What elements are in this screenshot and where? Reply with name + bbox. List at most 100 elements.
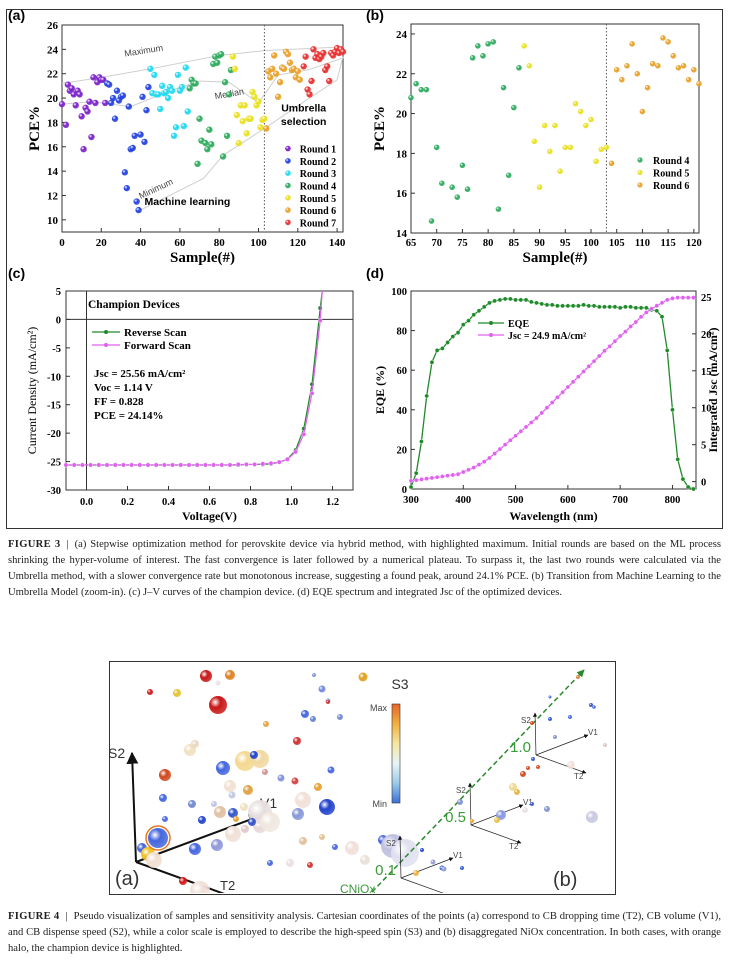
annotation-maximum: Maximum bbox=[124, 43, 164, 59]
data-point-c-1 bbox=[96, 462, 102, 468]
y-tick-label-a: 14 bbox=[47, 166, 59, 178]
data-point-a-round-1 bbox=[84, 108, 91, 115]
data-point-d-1 bbox=[487, 455, 492, 461]
data-point-d-1 bbox=[534, 415, 539, 421]
data-point-a-round-2 bbox=[141, 138, 148, 146]
data-point-b-round-6 bbox=[634, 70, 641, 77]
y-tick-label-a: 18 bbox=[47, 117, 59, 129]
data-point-d-0 bbox=[424, 393, 429, 399]
sample-sphere-a bbox=[345, 841, 359, 855]
figure-3-caption-label: FIGURE bbox=[8, 539, 52, 550]
sample-sphere-a bbox=[263, 721, 269, 727]
axis-s2-arrow bbox=[126, 751, 139, 863]
data-point-d-0 bbox=[617, 305, 623, 311]
y2-tick-label-d: 10 bbox=[701, 404, 712, 415]
y-tick-label-a: 22 bbox=[47, 69, 59, 81]
data-point-a-round-3 bbox=[155, 91, 162, 98]
legend-label-d: EQE bbox=[508, 319, 529, 330]
data-point-b-round-4 bbox=[505, 172, 512, 179]
legend-marker-d bbox=[489, 321, 493, 325]
data-point-b-round-5 bbox=[536, 184, 543, 191]
y2-axis-label-d: Integrated Jsc (mA/cm²) bbox=[706, 328, 720, 453]
data-point-d-1 bbox=[419, 477, 424, 482]
x-tick-label-c: 0.4 bbox=[162, 497, 176, 508]
data-point-d-0 bbox=[481, 304, 487, 310]
x-tick-label-a: 0 bbox=[59, 237, 65, 249]
sample-sphere-b bbox=[531, 757, 535, 761]
y-tick-label-a: 12 bbox=[47, 190, 59, 202]
legend-label-b: Round 5 bbox=[653, 169, 689, 180]
x-tick-label-a: 60 bbox=[174, 237, 186, 249]
data-point-d-0 bbox=[476, 308, 482, 314]
panel-label-d: (d) bbox=[366, 265, 384, 281]
data-point-b-round-6 bbox=[649, 61, 656, 67]
figure-4-caption: FIGURE 4 | Pseudo visualization of samples… bbox=[8, 911, 721, 954]
data-point-d-1 bbox=[471, 465, 477, 470]
data-point-d-1 bbox=[633, 319, 639, 325]
sample-sphere-a bbox=[307, 862, 313, 868]
x-axis-label-c: Voltage(V) bbox=[182, 509, 237, 523]
y-tick-label-d: 40 bbox=[397, 406, 408, 417]
data-point-d-1 bbox=[596, 353, 602, 359]
y-tick-label-c: 5 bbox=[56, 287, 61, 298]
x-tick-label-b: 80 bbox=[483, 238, 494, 249]
data-point-c-1 bbox=[211, 462, 217, 468]
x-tick-label-c: 0.8 bbox=[244, 497, 257, 508]
sample-sphere-a bbox=[248, 818, 256, 826]
data-point-b-round-4 bbox=[464, 186, 471, 193]
data-point-d-0 bbox=[450, 334, 456, 339]
legend-label-b: Round 6 bbox=[653, 181, 689, 192]
data-point-a-round-2 bbox=[139, 93, 146, 101]
sub-axis-s2 bbox=[467, 782, 473, 826]
data-point-d-1 bbox=[670, 296, 675, 301]
data-point-a-round-7 bbox=[320, 49, 327, 57]
data-point-b-round-4 bbox=[500, 84, 507, 91]
data-point-d-0 bbox=[434, 348, 440, 353]
data-point-a-round-5 bbox=[247, 115, 254, 122]
x-tick-label-d: 700 bbox=[612, 495, 628, 506]
sample-sphere-a bbox=[318, 685, 326, 693]
data-point-a-round-2 bbox=[131, 132, 138, 140]
data-point-d-0 bbox=[502, 296, 508, 302]
panel-label-a: (a) bbox=[8, 7, 25, 23]
data-point-b-round-6 bbox=[660, 35, 666, 41]
sub-axis-label-v1: V1 bbox=[588, 728, 598, 737]
sample-sphere-a bbox=[179, 877, 187, 885]
data-point-a-round-1 bbox=[102, 99, 109, 107]
data-point-c-1 bbox=[129, 462, 135, 468]
sample-sphere-a bbox=[228, 808, 238, 818]
legend-marker-a bbox=[285, 145, 291, 152]
data-point-d-0 bbox=[570, 303, 576, 309]
data-point-d-0 bbox=[565, 303, 571, 309]
data-point-c-1 bbox=[137, 462, 143, 468]
data-point-a-round-6 bbox=[294, 68, 302, 75]
data-point-a-round-7 bbox=[304, 86, 311, 93]
data-point-a-round-4 bbox=[206, 126, 213, 133]
y-tick-label-c: 0 bbox=[56, 315, 61, 326]
sample-sphere-a bbox=[200, 670, 212, 682]
legend-marker-c bbox=[104, 330, 108, 334]
plot-area-a bbox=[61, 24, 344, 233]
data-point-b-round-6 bbox=[670, 53, 677, 59]
data-point-a-round-6 bbox=[263, 125, 270, 132]
sample-sphere-a bbox=[299, 837, 307, 845]
data-point-d-1 bbox=[455, 471, 461, 477]
sample-sphere-a bbox=[189, 843, 201, 855]
y-tick-label-b: 20 bbox=[396, 109, 408, 121]
sample-sphere-b bbox=[514, 789, 520, 795]
data-point-d-1 bbox=[434, 474, 440, 480]
sample-sphere-a bbox=[310, 716, 316, 722]
sample-sphere-a bbox=[173, 689, 181, 697]
data-point-a-round-3 bbox=[157, 105, 164, 113]
legend-label-a: Round 7 bbox=[300, 218, 336, 229]
data-point-a-round-4 bbox=[219, 153, 227, 160]
data-point-d-1 bbox=[445, 473, 450, 479]
sample-sphere-a bbox=[188, 800, 196, 808]
data-point-d-0 bbox=[581, 302, 586, 308]
data-point-d-0 bbox=[670, 407, 675, 413]
data-point-b-round-5 bbox=[583, 122, 589, 129]
data-point-a-round-6 bbox=[284, 51, 292, 58]
data-point-b-round-5 bbox=[593, 158, 599, 165]
sample-sphere-b bbox=[509, 783, 517, 791]
sample-sphere-b bbox=[592, 705, 596, 709]
